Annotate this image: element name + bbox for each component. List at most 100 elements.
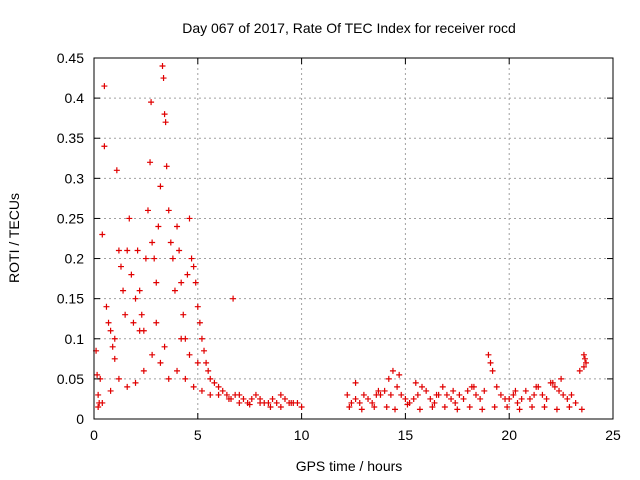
data-point bbox=[560, 391, 567, 398]
data-point bbox=[178, 279, 185, 286]
data-point bbox=[566, 403, 573, 410]
data-point bbox=[111, 355, 118, 362]
data-point bbox=[358, 406, 365, 413]
data-point bbox=[248, 395, 255, 402]
data-point bbox=[186, 351, 193, 358]
x-tick-label: 5 bbox=[194, 427, 202, 443]
data-point bbox=[512, 387, 519, 394]
data-point bbox=[265, 399, 272, 406]
data-point bbox=[124, 383, 131, 390]
data-point bbox=[190, 263, 197, 270]
data-point bbox=[514, 399, 521, 406]
data-point bbox=[348, 399, 355, 406]
data-point bbox=[142, 255, 149, 262]
y-tick-label: 0.3 bbox=[65, 170, 85, 186]
data-point bbox=[147, 159, 154, 166]
data-point bbox=[130, 319, 137, 326]
y-tick-label: 0.35 bbox=[57, 130, 84, 146]
data-points bbox=[93, 63, 590, 413]
data-point bbox=[404, 401, 411, 408]
data-point bbox=[161, 343, 168, 350]
data-point bbox=[383, 403, 390, 410]
data-point bbox=[539, 391, 546, 398]
data-point bbox=[144, 207, 151, 214]
data-point bbox=[215, 383, 222, 390]
data-point bbox=[389, 367, 396, 374]
data-point bbox=[148, 99, 155, 106]
data-point bbox=[419, 383, 426, 390]
data-point bbox=[124, 247, 131, 254]
data-point bbox=[572, 399, 579, 406]
data-point bbox=[427, 395, 434, 402]
y-tick-label: 0 bbox=[76, 411, 84, 427]
data-point bbox=[576, 367, 583, 374]
data-point bbox=[198, 335, 205, 342]
data-point bbox=[99, 399, 106, 406]
data-point bbox=[157, 183, 164, 190]
data-point bbox=[522, 387, 529, 394]
data-point bbox=[356, 399, 363, 406]
data-point bbox=[580, 363, 587, 370]
data-point bbox=[211, 379, 218, 386]
data-point bbox=[201, 347, 208, 354]
data-point bbox=[126, 215, 133, 222]
data-point bbox=[165, 207, 172, 214]
data-point bbox=[466, 403, 473, 410]
data-point bbox=[269, 395, 276, 402]
data-point bbox=[136, 327, 143, 334]
data-point bbox=[160, 75, 167, 82]
data-point bbox=[504, 403, 511, 410]
data-point bbox=[429, 403, 436, 410]
data-point bbox=[412, 379, 419, 386]
data-point bbox=[246, 401, 253, 408]
x-tick-label: 0 bbox=[90, 427, 98, 443]
data-point bbox=[541, 403, 548, 410]
data-point bbox=[198, 387, 205, 394]
data-point bbox=[578, 406, 585, 413]
data-point bbox=[410, 395, 417, 402]
data-point bbox=[107, 387, 114, 394]
data-point bbox=[153, 279, 160, 286]
data-point bbox=[203, 359, 210, 366]
data-point bbox=[252, 391, 259, 398]
x-axis-label: GPS time / hours bbox=[296, 458, 403, 474]
data-point bbox=[132, 295, 139, 302]
data-point bbox=[533, 383, 540, 390]
data-point bbox=[556, 387, 563, 394]
y-tick-label: 0.45 bbox=[57, 50, 84, 66]
data-point bbox=[167, 239, 174, 246]
data-point bbox=[460, 395, 467, 402]
data-point bbox=[381, 387, 388, 394]
data-point bbox=[171, 287, 178, 294]
data-point bbox=[105, 319, 112, 326]
x-tick-label: 20 bbox=[501, 427, 517, 443]
data-point bbox=[416, 406, 423, 413]
data-point bbox=[161, 111, 168, 118]
data-point bbox=[111, 335, 118, 342]
y-tick-label: 0.4 bbox=[65, 90, 85, 106]
data-point bbox=[95, 403, 102, 410]
data-point bbox=[489, 367, 496, 374]
data-point bbox=[346, 403, 353, 410]
data-point bbox=[294, 399, 301, 406]
data-point bbox=[176, 247, 183, 254]
data-point bbox=[553, 406, 560, 413]
data-point bbox=[236, 391, 243, 398]
data-point bbox=[109, 343, 116, 350]
data-point bbox=[402, 395, 409, 402]
data-point bbox=[385, 375, 392, 382]
data-point bbox=[196, 319, 203, 326]
data-point bbox=[165, 375, 172, 382]
y-tick-label: 0.15 bbox=[57, 291, 84, 307]
data-point bbox=[163, 163, 170, 170]
data-point bbox=[113, 167, 120, 174]
data-point bbox=[115, 247, 122, 254]
data-point bbox=[441, 403, 448, 410]
data-point bbox=[182, 375, 189, 382]
data-point bbox=[151, 255, 158, 262]
data-point bbox=[159, 63, 166, 70]
data-point bbox=[472, 391, 479, 398]
data-point bbox=[387, 391, 394, 398]
data-point bbox=[516, 406, 523, 413]
data-point bbox=[298, 403, 305, 410]
